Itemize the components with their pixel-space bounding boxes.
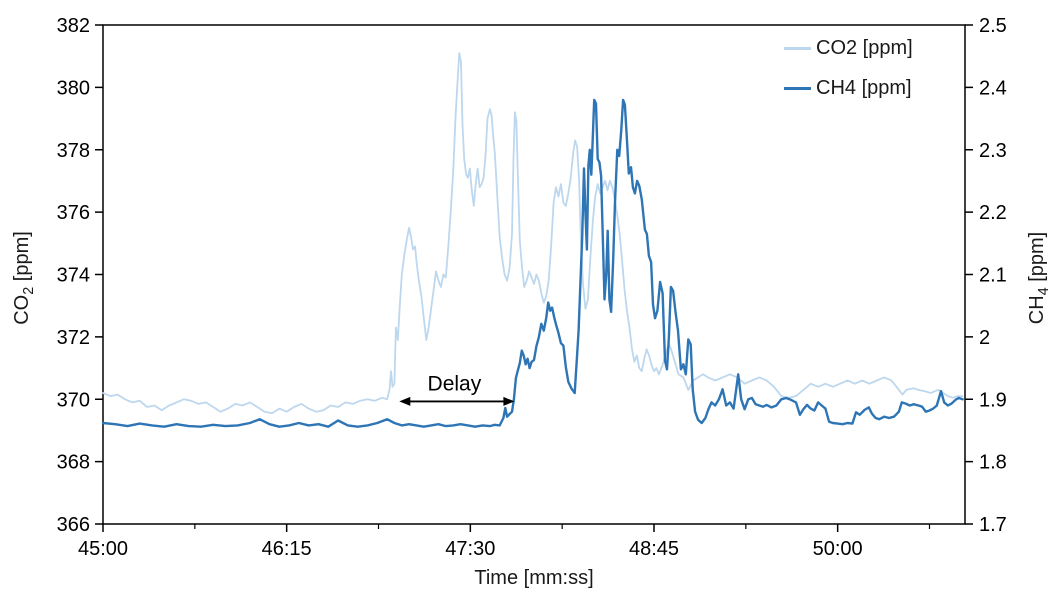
right-axis-title-text: CH [1026,295,1048,325]
left-axis-tick-label: 374 [57,265,90,287]
ch4-series-swatch [784,86,811,90]
right-axis-title-subscript: 4 [1036,287,1052,296]
x-axis-tick-label: 48:45 [629,538,679,560]
left-axis-tick-label: 380 [57,77,90,99]
left-axis-title: CO2 [ppm] [9,138,37,418]
right-axis-tick-label: 1.8 [979,452,1007,474]
legend-item-co2: CO2 [ppm] [784,28,913,68]
left-axis-title-text: CO [11,294,33,325]
x-axis-tick-label: 46:15 [262,538,312,560]
x-axis-tick-label: 45:00 [78,538,128,560]
right-axis-title-unit: [ppm] [1026,231,1048,288]
right-axis-tick-label: 1.9 [979,389,1007,411]
delay-arrow-right-head [503,396,515,406]
co2-line [102,52,964,415]
legend: CO2 [ppm] CH4 [ppm] [784,28,913,108]
right-axis-tick-label: 1.7 [979,514,1007,536]
left-axis-tick-label: 372 [57,327,90,349]
left-axis-tick-label: 370 [57,389,90,411]
left-axis-tick-label: 378 [57,140,90,162]
left-axis-title-unit: [ppm] [11,231,33,287]
right-axis-tick-label: 2.3 [979,140,1007,162]
right-axis-tick-label: 2.1 [979,265,1007,287]
left-axis-tick-label: 368 [57,452,90,474]
co2-series-swatch [784,46,811,50]
right-axis-tick-label: 2 [979,327,990,349]
legend-label-co2: CO2 [ppm] [816,36,913,59]
x-axis-title: Time [mm:ss] [474,567,594,589]
right-axis-tick-label: 2.2 [979,202,1007,224]
delay-arrow-left-head [399,396,411,406]
left-axis-tick-label: 382 [57,15,90,37]
right-axis-tick-label: 2.5 [979,15,1007,37]
x-axis-tick-label: 47:30 [445,538,495,560]
legend-label-ch4: CH4 [ppm] [816,76,912,99]
x-axis-tick-label: 50:00 [813,538,863,560]
left-axis-title-subscript: 2 [21,286,37,295]
legend-item-ch4: CH4 [ppm] [784,68,913,108]
delay-label: Delay [428,373,482,396]
left-axis-tick-label: 366 [57,514,90,536]
ch4-line [101,98,964,428]
left-axis-tick-label: 376 [57,202,90,224]
right-axis-title: CH4 [ppm] [1024,138,1052,418]
right-axis-tick-label: 2.4 [979,77,1007,99]
